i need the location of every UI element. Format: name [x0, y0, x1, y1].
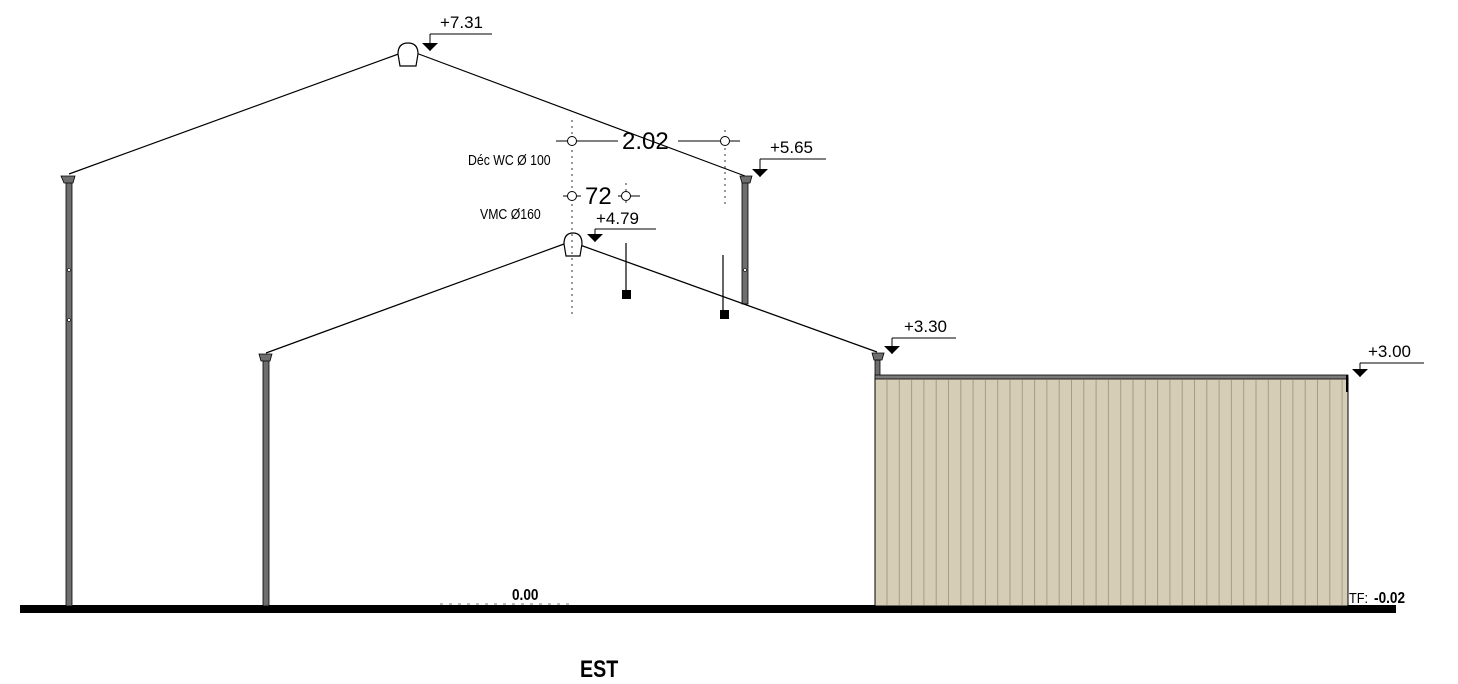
high-building	[60, 42, 753, 607]
post-right-high	[741, 181, 749, 305]
vent-pipes	[571, 120, 729, 319]
vent-cap-left	[622, 290, 631, 299]
level-marker-ridge-high	[422, 33, 492, 51]
finished-floor-value: -0.02	[1374, 590, 1405, 607]
ground-line	[20, 605, 1396, 613]
finished-floor-label: TF: -0.02	[1349, 589, 1405, 607]
level-label-eave-mid: +3.30	[904, 317, 947, 336]
annex-building	[874, 374, 1349, 607]
dimension-label-vmc: 72	[585, 183, 612, 210]
annex-cladding	[874, 377, 1349, 607]
level-marker-eave-mid	[884, 337, 956, 354]
vent-cap-right	[720, 310, 729, 319]
level-marker-eave-high	[752, 158, 826, 177]
level-label-ridge-high: +7.31	[440, 13, 483, 32]
level-marker-ridge-mid	[587, 228, 656, 242]
level-label-eave-high: +5.65	[770, 138, 813, 157]
dimension-label-wc: 2.02	[622, 128, 669, 155]
dimension-vmc	[563, 191, 640, 201]
level-label-annex: +3.00	[1368, 342, 1411, 361]
view-title: EST	[580, 655, 619, 682]
middle-building	[258, 232, 885, 607]
post-left-high	[65, 181, 73, 607]
vmc-label: VMC Ø160	[480, 206, 541, 222]
annex-roof-edge	[874, 374, 1349, 380]
finished-floor-prefix: TF:	[1349, 589, 1368, 606]
ridge-vent-mid	[563, 232, 583, 257]
level-label-ridge-mid: +4.79	[596, 209, 639, 228]
dimension-wc	[556, 136, 740, 146]
wc-drain-label: Déc WC Ø 100	[468, 152, 551, 168]
post-left-mid	[262, 359, 270, 607]
ridge-vent-high	[397, 42, 419, 67]
ground-level-label: 0.00	[512, 587, 538, 604]
level-marker-annex	[1352, 362, 1424, 377]
